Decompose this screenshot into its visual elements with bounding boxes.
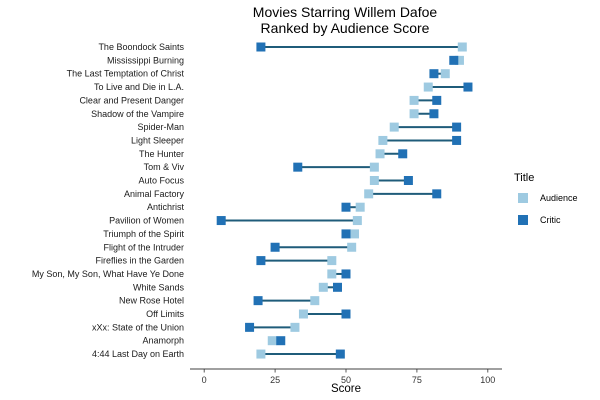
- critic-point: [432, 95, 442, 105]
- y-tick-label: Tom & Viv: [144, 162, 185, 172]
- y-tick-label: Pavilion of Women: [109, 216, 184, 226]
- audience-point: [369, 176, 379, 185]
- x-tick-label: 100: [480, 375, 495, 385]
- audience-point: [290, 322, 300, 332]
- critic-point: [429, 69, 439, 79]
- y-tick-label: xXx: State of the Union: [92, 322, 184, 332]
- critic-point: [463, 82, 473, 92]
- x-tick-label: 50: [341, 375, 351, 385]
- y-tick-label: Mississippi Burning: [107, 55, 184, 65]
- audience-point: [389, 122, 399, 132]
- audience-point: [423, 82, 433, 92]
- audience-point: [327, 256, 337, 266]
- critic-point: [256, 42, 266, 52]
- critic-point: [253, 296, 263, 306]
- critic-point: [341, 309, 351, 319]
- critic-point: [245, 322, 255, 332]
- critic-point: [335, 349, 345, 359]
- audience-point: [352, 216, 362, 226]
- audience-point: [267, 336, 277, 346]
- y-tick-label: Fireflies in the Garden: [95, 256, 184, 266]
- y-tick-label: To Live and Die in L.A.: [94, 82, 184, 92]
- audience-point: [364, 189, 374, 199]
- critic-point: [332, 282, 342, 292]
- y-tick-label: Auto Focus: [138, 176, 184, 186]
- dumbbell-segments: [221, 46, 468, 356]
- y-tick-label: White Sands: [133, 282, 185, 292]
- legend-label-audience: Audience: [540, 193, 578, 203]
- critic-point: [256, 256, 266, 266]
- y-tick-label: Flight of the Intruder: [103, 242, 184, 252]
- chart-title-line-2: Ranked by Audience Score: [261, 20, 430, 36]
- critic-point: [452, 135, 462, 145]
- critic-point: [293, 162, 303, 172]
- critic-point: [270, 242, 280, 252]
- audience-point: [409, 95, 419, 105]
- y-tick-label: The Last Temptation of Christ: [67, 69, 185, 79]
- critic-point: [452, 122, 462, 132]
- y-tick-label: The Hunter: [139, 149, 184, 159]
- y-tick-label: Animal Factory: [124, 189, 185, 199]
- dumbbell-markers: [216, 42, 473, 359]
- audience-point: [440, 69, 450, 79]
- audience-point: [310, 296, 320, 306]
- critic-point: [216, 216, 226, 226]
- y-tick-label: Clear and Present Danger: [79, 95, 184, 105]
- audience-point: [318, 282, 328, 292]
- chart-title-line-1: Movies Starring Willem Dafoe: [253, 4, 438, 20]
- x-tick-label: 75: [412, 375, 422, 385]
- critic-point: [341, 202, 351, 212]
- critic-point: [341, 229, 351, 239]
- audience-point: [409, 109, 419, 119]
- y-tick-label: Antichrist: [147, 202, 185, 212]
- audience-point: [355, 202, 365, 212]
- legend-swatch-critic: [518, 215, 528, 225]
- y-tick-label: Triumph of the Spirit: [103, 229, 184, 239]
- audience-point: [369, 162, 379, 172]
- x-axis: 0 25 50 75 100 Score: [190, 368, 502, 395]
- y-tick-label: Shadow of the Vampire: [91, 109, 184, 119]
- audience-point: [327, 269, 337, 279]
- x-axis-title: Score: [331, 383, 361, 395]
- critic-point: [449, 55, 459, 65]
- critic-point: [429, 109, 439, 119]
- critic-point: [403, 176, 413, 185]
- y-tick-label: My Son, My Son, What Have Ye Done: [32, 269, 184, 279]
- y-tick-label: The Boondock Saints: [98, 42, 184, 52]
- x-tick-label: 25: [270, 375, 280, 385]
- critic-point: [432, 189, 442, 199]
- legend-title: Title: [514, 172, 534, 184]
- audience-point: [298, 309, 308, 319]
- legend-label-critic: Critic: [540, 215, 561, 225]
- audience-point: [256, 349, 266, 359]
- legend: Title Audience Critic: [514, 172, 578, 225]
- audience-point: [350, 229, 360, 239]
- audience-point: [347, 242, 357, 252]
- y-axis-labels: The Boondock Saints Mississippi Burning Th…: [32, 42, 185, 359]
- audience-point: [378, 135, 388, 145]
- audience-point: [457, 42, 467, 52]
- audience-point: [375, 149, 385, 159]
- critic-point: [398, 149, 408, 159]
- y-tick-label: 4:44 Last Day on Earth: [92, 349, 184, 359]
- y-tick-label: Anamorph: [142, 336, 184, 346]
- legend-swatch-audience: [518, 193, 528, 203]
- y-tick-label: New Rose Hotel: [119, 296, 184, 306]
- critic-point: [276, 336, 286, 346]
- y-tick-label: Light Sleeper: [131, 135, 184, 145]
- y-tick-label: Spider-Man: [137, 122, 184, 132]
- audience-point: [454, 55, 464, 65]
- critic-point: [341, 269, 351, 279]
- y-tick-label: Off Limits: [146, 309, 184, 319]
- x-tick-label: 0: [202, 375, 207, 385]
